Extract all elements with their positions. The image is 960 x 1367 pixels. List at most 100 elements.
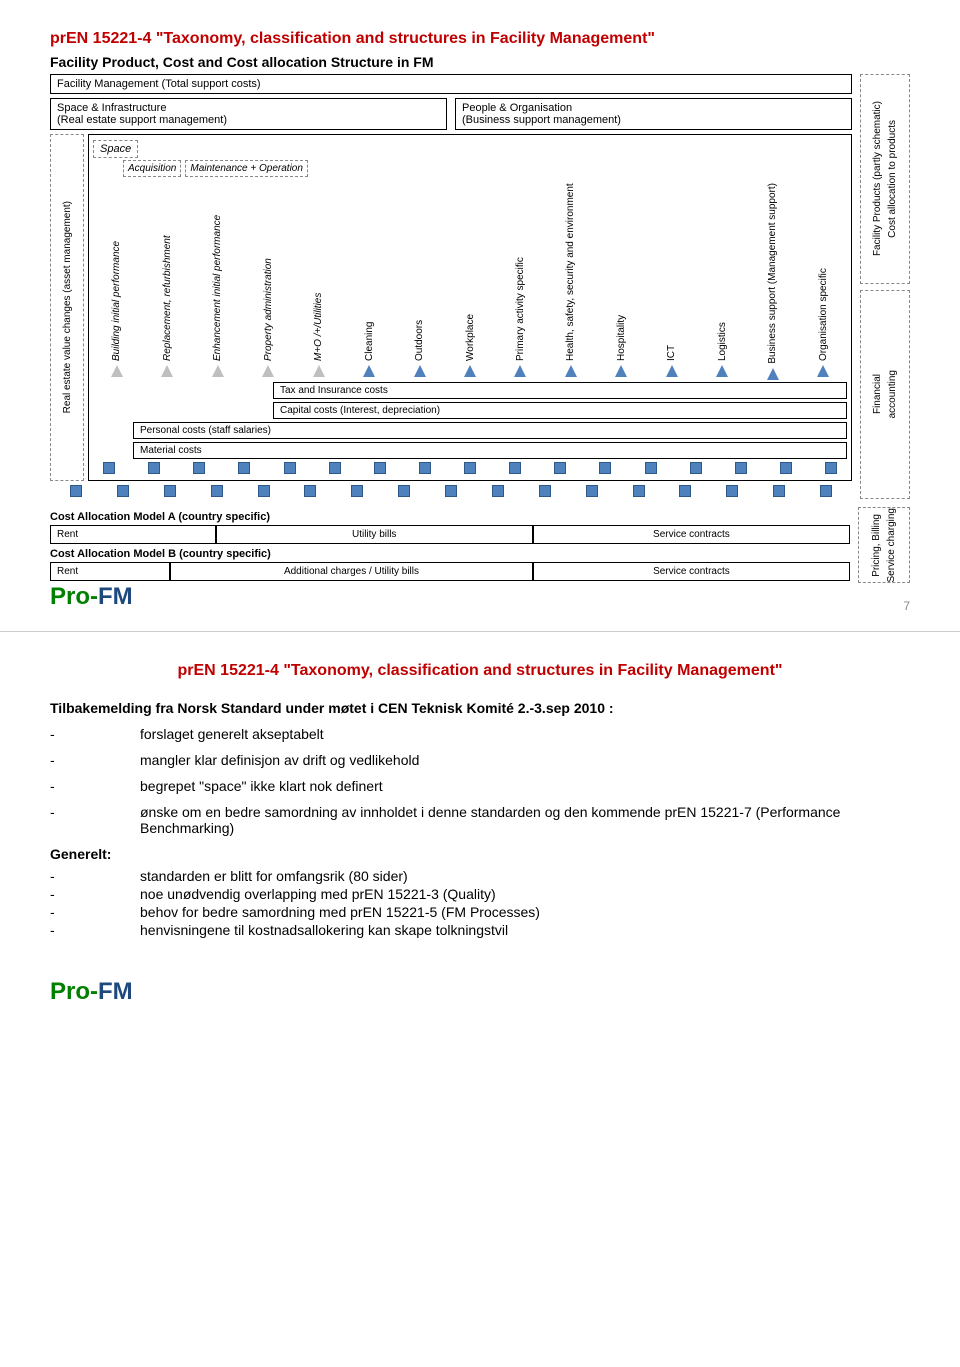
facility-products-box: Facility Products (partly schematic) Cos… — [860, 74, 910, 284]
real-estate-value-box: Real estate value changes (asset managem… — [50, 134, 84, 481]
column-label: Logistics — [717, 179, 728, 365]
bullet-text: mangler klar definisjon av drift og vedl… — [140, 752, 910, 768]
slide2-heading: Tilbakemelding fra Norsk Standard under … — [50, 700, 910, 716]
column-label: Building initial performance — [111, 179, 122, 365]
column: Business support (Management support) — [749, 179, 796, 379]
service-charging-label: Service charging — [886, 508, 897, 582]
tax-insurance-bar: Tax and Insurance costs — [273, 382, 847, 399]
arrow-up-icon — [363, 365, 375, 377]
people-org-box: People & Organisation (Business support … — [455, 98, 852, 130]
arrow-up-icon — [767, 368, 779, 380]
alloc-a-rent: Rent — [50, 525, 216, 544]
square-marker — [735, 462, 747, 474]
column: Cleaning — [345, 179, 392, 379]
square-marker — [304, 485, 316, 497]
column: ICT — [648, 179, 695, 379]
arrow-up-icon — [414, 365, 426, 377]
square-marker — [679, 485, 691, 497]
column: Enhancement initial performance — [194, 179, 241, 379]
arrow-up-icon — [817, 365, 829, 377]
acq-maint-row: Acquisition Maintenance + Operation — [123, 160, 847, 177]
bullet-row: -begrepet "space" ikke klart nok definer… — [50, 778, 910, 794]
column: M+O /+/Utilities — [295, 179, 342, 379]
fm-total-box: Facility Management (Total support costs… — [50, 74, 852, 94]
square-marker — [773, 485, 785, 497]
square-marker — [599, 462, 611, 474]
bullet-dash: - — [50, 886, 140, 902]
slide2-gen-bullets: -standarden er blitt for omfangsrik (80 … — [50, 868, 910, 938]
column: Primary activity specific — [497, 179, 544, 379]
arrow-up-icon — [262, 365, 274, 377]
bullet-dash: - — [50, 904, 140, 920]
bullet-row: -forslaget generelt akseptabelt — [50, 726, 910, 742]
square-marker — [825, 462, 837, 474]
squares-row-1 — [93, 462, 847, 474]
fp-label-1: Facility Products (partly schematic) — [872, 101, 883, 256]
slide2-title: prEN 15221-4 "Taxonomy, classification a… — [50, 662, 910, 680]
square-marker — [539, 485, 551, 497]
square-marker — [398, 485, 410, 497]
arrow-up-icon — [514, 365, 526, 377]
bullet-dash: - — [50, 922, 140, 938]
column-label: Hospitality — [616, 179, 627, 365]
logo2-pro: Pro- — [50, 978, 98, 1005]
material-costs-bar: Material costs — [133, 442, 847, 459]
column-label: Cleaning — [364, 179, 375, 365]
square-marker — [329, 462, 341, 474]
arrow-up-icon — [615, 365, 627, 377]
fin-label-1: Financial — [872, 374, 883, 414]
alloc-b-additional: Additional charges / Utility bills — [170, 562, 533, 581]
alloc-b-rent: Rent — [50, 562, 170, 581]
slide1-title: prEN 15221-4 "Taxonomy, classification a… — [50, 30, 910, 48]
top-row: Space & Infrastructure (Real estate supp… — [50, 98, 852, 130]
square-marker — [554, 462, 566, 474]
square-marker — [726, 485, 738, 497]
column: Building initial performance — [93, 179, 140, 379]
bullet-row: -standarden er blitt for omfangsrik (80 … — [50, 868, 910, 884]
space-infra-box: Space & Infrastructure (Real estate supp… — [50, 98, 447, 130]
pricing-label: Pricing, Billing — [871, 514, 882, 577]
diagram-main-wrap: Facility Management (Total support costs… — [50, 74, 910, 499]
alloc-b-service: Service contracts — [533, 562, 850, 581]
pricing-billing-box: Pricing, Billing Service charging — [858, 507, 910, 583]
personal-costs-bar: Personal costs (staff salaries) — [133, 422, 847, 439]
alloc-b-title: Cost Allocation Model B (country specifi… — [50, 548, 850, 560]
square-marker — [509, 462, 521, 474]
capital-costs-bar: Capital costs (Interest, depreciation) — [273, 402, 847, 419]
slide2-footer: Pro-FM — [50, 978, 910, 1006]
alloc-a-utility: Utility bills — [216, 525, 533, 544]
square-marker — [238, 462, 250, 474]
logo: Pro-FM — [50, 583, 133, 610]
bullet-row: -noe unødvendig overlapping med prEN 152… — [50, 886, 910, 902]
column: Property administration — [244, 179, 291, 379]
bullet-text: henvisningene til kostnadsallokering kan… — [140, 922, 910, 938]
square-marker — [258, 485, 270, 497]
alloc-left: Cost Allocation Model A (country specifi… — [50, 507, 850, 583]
alloc-b-row: Rent Additional charges / Utility bills … — [50, 562, 850, 581]
column-label: M+O /+/Utilities — [313, 179, 324, 365]
column-label: ICT — [666, 179, 677, 365]
logo-2: Pro-FM — [50, 978, 133, 1005]
bullet-row: -ønske om en bedre samordning av innhold… — [50, 804, 910, 836]
arrow-up-icon — [464, 365, 476, 377]
bullet-dash: - — [50, 868, 140, 884]
square-marker — [419, 462, 431, 474]
bullet-row: -mangler klar definisjon av drift og ved… — [50, 752, 910, 768]
maintenance-label: Maintenance + Operation — [185, 160, 308, 177]
square-marker — [117, 485, 129, 497]
arrow-up-icon — [666, 365, 678, 377]
column-label: Health, safety, security and environment — [565, 179, 576, 365]
arrow-up-icon — [716, 365, 728, 377]
column-label: Property administration — [263, 179, 274, 365]
bullet-dash: - — [50, 804, 140, 836]
column-label: Replacement, refurbishment — [162, 179, 173, 365]
column-label: Outdoors — [414, 179, 425, 365]
arrow-up-icon — [313, 365, 325, 377]
bullet-dash: - — [50, 726, 140, 742]
logo-fm: FM — [98, 583, 133, 610]
column-label: Business support (Management support) — [767, 179, 778, 368]
column: Workplace — [446, 179, 493, 379]
square-marker — [374, 462, 386, 474]
slide-2: prEN 15221-4 "Taxonomy, classification a… — [0, 632, 960, 1026]
right-sidebar: Facility Products (partly schematic) Cos… — [860, 74, 910, 499]
